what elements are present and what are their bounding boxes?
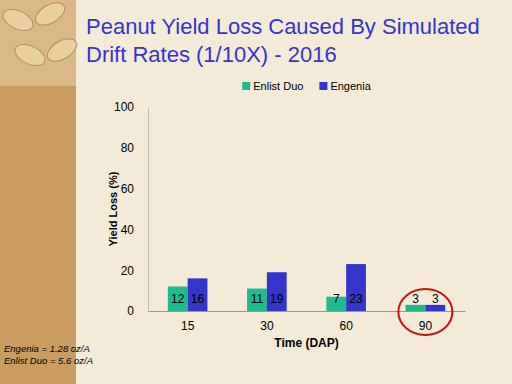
y-tick-label: 80: [121, 141, 135, 155]
legend-label: Enlist Duo: [253, 80, 303, 92]
background: [0, 0, 512, 384]
bar: [247, 289, 267, 311]
title: Peanut Yield Loss Caused By SimulatedDri…: [86, 14, 480, 67]
x-tick-label: 60: [339, 319, 353, 333]
x-tick: 30: [260, 311, 274, 333]
data-label: 12: [171, 292, 185, 306]
y-tick-label: 40: [121, 223, 135, 237]
y-tick: 60: [121, 182, 148, 196]
data-label: 3: [412, 292, 419, 306]
x-tick: 90: [419, 311, 433, 333]
footnote: Engenia = 1.28 oz/A: [4, 343, 90, 354]
bar: [267, 272, 287, 311]
y-axis-line: [148, 108, 149, 312]
x-axis-title: Time (DAP): [274, 336, 338, 350]
y-tick: 100: [114, 100, 148, 114]
legend-item: Enlist Duo: [242, 80, 303, 92]
x-tick-label: 30: [260, 319, 274, 333]
y-tick: 0: [127, 304, 148, 318]
y-tick: 20: [121, 264, 148, 278]
bar: [346, 264, 366, 311]
y-tick: 40: [121, 223, 148, 237]
x-tick-label: 90: [419, 319, 433, 333]
data-labels: 12 11 7 3 16 19 23 3: [171, 292, 439, 306]
peanut-decoration: [0, 5, 36, 35]
bar: [188, 278, 208, 311]
y-tick-label: 20: [121, 264, 135, 278]
x-tick: 15: [181, 311, 195, 333]
data-label: 11: [251, 292, 264, 306]
peanut-decoration: [44, 34, 81, 66]
highlight-circle: [398, 289, 452, 335]
peanut-decoration: [12, 40, 49, 70]
chart: Peanut Yield Loss Caused By SimulatedDri…: [0, 0, 512, 384]
footnote: Enlist Duo = 5.6 oz/A: [4, 355, 93, 366]
legend-item: Engenia: [319, 80, 371, 92]
x-tick-label: 15: [181, 319, 195, 333]
legend-swatch: [319, 82, 327, 90]
legend: Enlist Duo Engenia: [242, 80, 371, 92]
y-tick-label: 100: [114, 100, 134, 114]
y-tick: 80: [121, 141, 148, 155]
bar: [168, 287, 188, 311]
data-label: 23: [349, 292, 363, 306]
y-tick-label: 0: [127, 304, 134, 318]
y-tick-label: 60: [121, 182, 135, 196]
x-tick: 60: [339, 311, 353, 333]
legend-swatch: [242, 82, 250, 90]
bars: [168, 264, 445, 311]
x-axis-line: [149, 311, 466, 312]
x-axis: 15 30 60 90: [149, 311, 466, 333]
data-label: 7: [333, 292, 340, 306]
data-label: 19: [270, 292, 284, 306]
data-label: 16: [191, 292, 205, 306]
data-label: 3: [432, 292, 439, 306]
y-axis-title: Yield Loss (%): [107, 171, 119, 246]
legend-label: Engenia: [330, 80, 371, 92]
y-axis: 0 20 40 60 80 100: [114, 100, 149, 318]
peanut-decoration: [32, 0, 69, 30]
